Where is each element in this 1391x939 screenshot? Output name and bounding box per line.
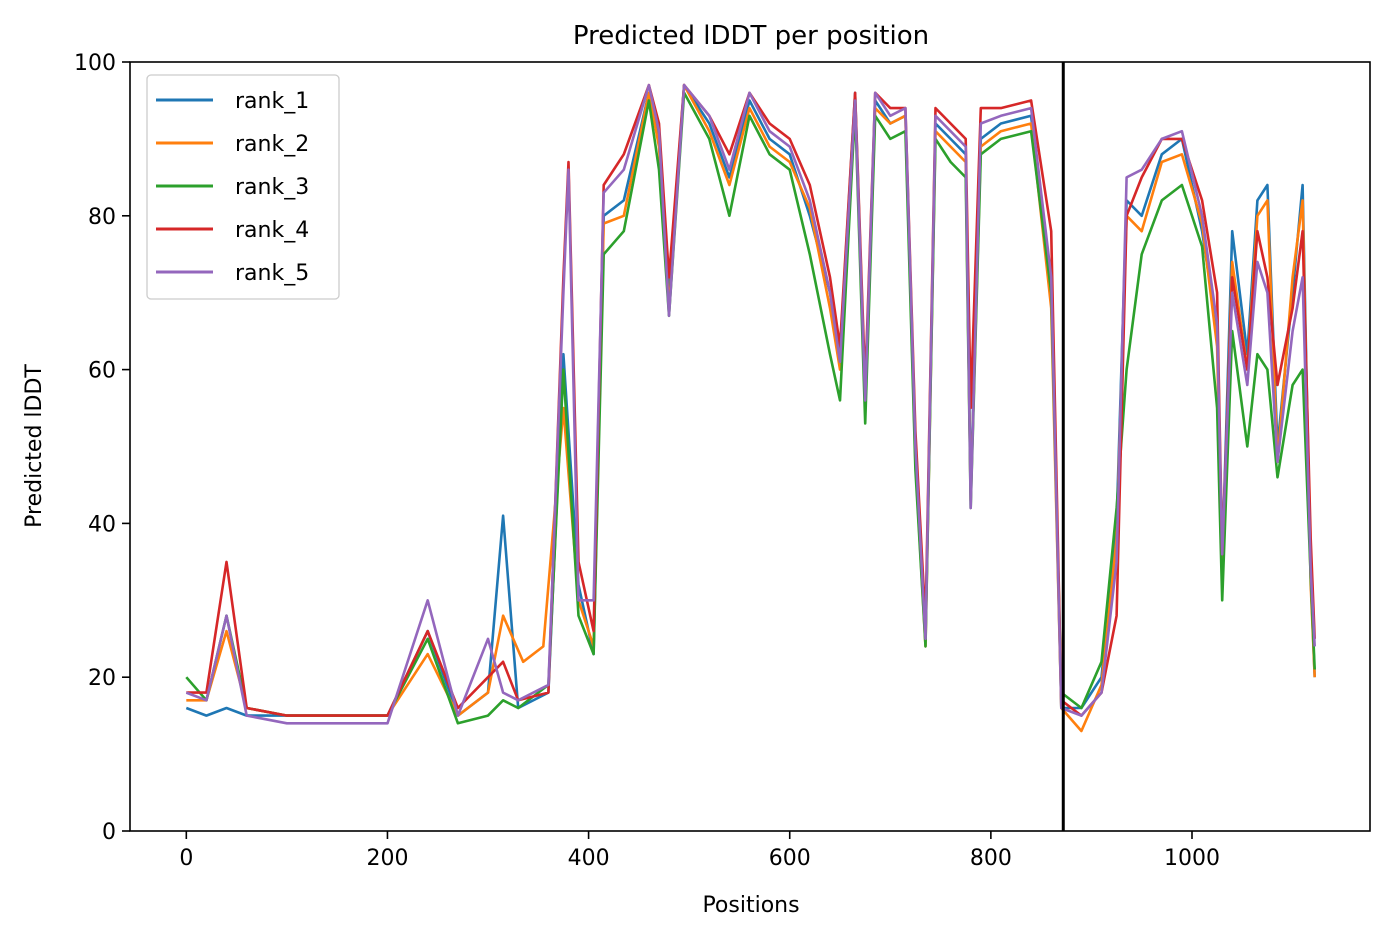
x-tick-label: 600 bbox=[769, 846, 811, 871]
legend-label: rank_3 bbox=[235, 175, 309, 200]
y-axis-label: Predicted lDDT bbox=[22, 364, 47, 528]
plot-frame bbox=[129, 61, 1371, 832]
legend-label: rank_4 bbox=[235, 218, 309, 243]
y-tick-label: 60 bbox=[88, 359, 116, 384]
series-layer bbox=[185, 83, 1316, 733]
x-tick-label: 200 bbox=[366, 846, 408, 871]
legend-label: rank_5 bbox=[235, 261, 309, 286]
x-tick-label: 400 bbox=[568, 846, 610, 871]
y-tick-label: 20 bbox=[88, 666, 116, 691]
series-line-2 bbox=[186, 83, 1316, 733]
series-line-4 bbox=[186, 83, 1316, 717]
y-tick-label: 40 bbox=[88, 512, 116, 537]
y-tick-label: 80 bbox=[88, 205, 116, 230]
legend-label: rank_2 bbox=[235, 132, 309, 157]
y-tick-label: 100 bbox=[74, 51, 116, 76]
x-tick-label: 0 bbox=[179, 846, 193, 871]
y-axis: 0 20 40 60 80 100 bbox=[74, 51, 130, 845]
y-tick-label: 0 bbox=[102, 820, 116, 845]
series-line-5 bbox=[185, 83, 1316, 725]
x-axis-label: Positions bbox=[702, 893, 799, 918]
x-tick-label: 1000 bbox=[1164, 846, 1220, 871]
chart-title: Predicted lDDT per position bbox=[573, 21, 929, 51]
legend: rank_1 rank_2 rank_3 rank_4 rank_5 bbox=[146, 74, 340, 300]
series-line-1 bbox=[185, 83, 1316, 717]
x-axis: 0 200 400 600 800 1000 bbox=[179, 831, 1220, 871]
x-tick-label: 800 bbox=[970, 846, 1012, 871]
series-line-3 bbox=[185, 91, 1316, 725]
legend-label: rank_1 bbox=[235, 89, 309, 114]
legend-box bbox=[146, 74, 340, 300]
